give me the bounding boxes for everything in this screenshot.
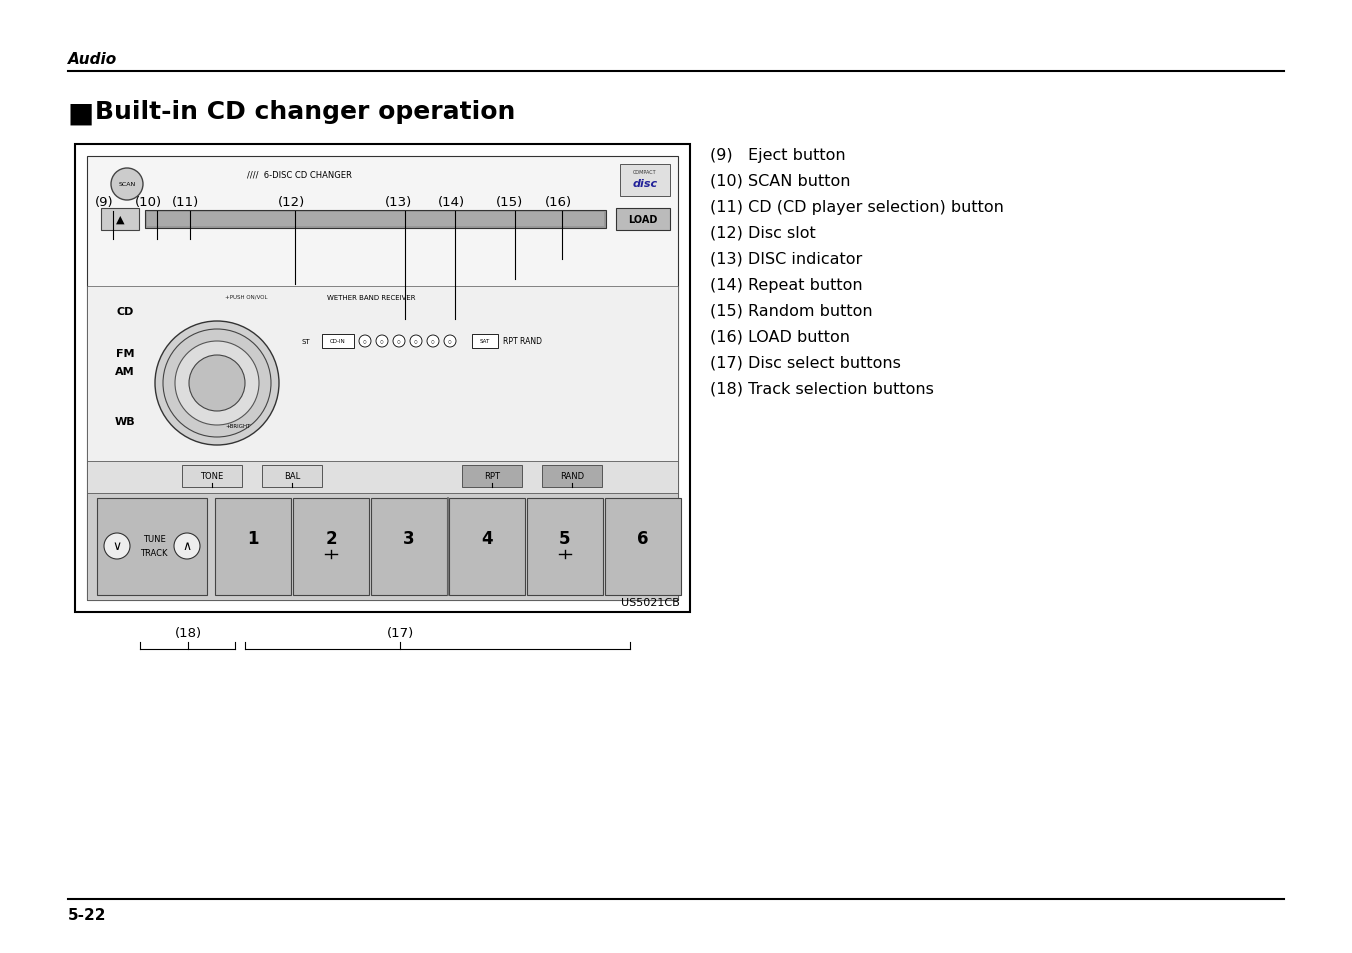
- Text: ■: ■: [68, 100, 95, 128]
- Text: US5021CB: US5021CB: [622, 598, 680, 607]
- Text: RPT: RPT: [484, 472, 500, 481]
- Text: (11): (11): [172, 195, 199, 209]
- Text: (11) CD (CD player selection) button: (11) CD (CD player selection) button: [710, 200, 1005, 214]
- Bar: [215, 498, 291, 596]
- Text: 1: 1: [247, 530, 258, 547]
- Text: 2: 2: [326, 530, 337, 547]
- Text: ○: ○: [448, 339, 452, 344]
- Text: (14) Repeat button: (14) Repeat button: [710, 277, 863, 293]
- Text: ∨: ∨: [112, 540, 122, 553]
- Text: (10): (10): [135, 195, 162, 209]
- Bar: [145, 211, 606, 229]
- Text: 5: 5: [560, 530, 571, 547]
- Text: BAL: BAL: [284, 472, 300, 481]
- Text: (9)   Eject button: (9) Eject button: [710, 148, 845, 163]
- Text: ○: ○: [431, 339, 435, 344]
- Text: ○: ○: [414, 339, 418, 344]
- Bar: [147, 213, 604, 227]
- Text: 4: 4: [481, 530, 493, 547]
- Text: COMPACT: COMPACT: [633, 170, 657, 174]
- Bar: [97, 498, 207, 596]
- Text: RPT RAND: RPT RAND: [503, 337, 542, 346]
- Circle shape: [155, 322, 279, 446]
- Text: 5-22: 5-22: [68, 907, 107, 923]
- Text: Built-in CD changer operation: Built-in CD changer operation: [95, 100, 515, 124]
- Text: LOAD: LOAD: [629, 214, 657, 225]
- Circle shape: [174, 534, 200, 559]
- Text: (18) Track selection buttons: (18) Track selection buttons: [710, 381, 934, 396]
- Text: TUNE: TUNE: [142, 535, 165, 544]
- Text: AM: AM: [115, 367, 135, 376]
- Circle shape: [376, 335, 388, 348]
- Circle shape: [189, 355, 245, 412]
- Text: ○: ○: [380, 339, 384, 344]
- Text: (16) LOAD button: (16) LOAD button: [710, 330, 850, 345]
- Circle shape: [104, 534, 130, 559]
- Text: (9): (9): [95, 195, 114, 209]
- Text: +BRIGHT: +BRIGHT: [224, 423, 250, 429]
- Text: (15): (15): [496, 195, 523, 209]
- Text: ////  6-DISC CD CHANGER: //// 6-DISC CD CHANGER: [247, 171, 352, 179]
- Text: (17): (17): [387, 626, 414, 639]
- Text: CD-IN: CD-IN: [330, 339, 346, 344]
- Bar: [262, 465, 322, 488]
- Bar: [542, 465, 602, 488]
- Text: (12) Disc slot: (12) Disc slot: [710, 226, 815, 241]
- Text: ST: ST: [301, 338, 311, 345]
- Bar: [617, 209, 671, 231]
- Text: ▲: ▲: [116, 214, 124, 225]
- Text: (16): (16): [545, 195, 572, 209]
- Text: WETHER BAND RECEIVER: WETHER BAND RECEIVER: [327, 294, 415, 301]
- Circle shape: [360, 335, 370, 348]
- Bar: [87, 461, 677, 494]
- Text: disc: disc: [633, 179, 657, 189]
- Text: CD: CD: [116, 307, 134, 316]
- Text: (17) Disc select buttons: (17) Disc select buttons: [710, 355, 900, 371]
- Text: (12): (12): [279, 195, 306, 209]
- Text: FM: FM: [116, 349, 134, 358]
- Circle shape: [111, 169, 143, 201]
- Text: WB: WB: [115, 416, 135, 427]
- Bar: [87, 287, 677, 461]
- Bar: [621, 165, 671, 196]
- Bar: [604, 498, 681, 596]
- Bar: [293, 498, 369, 596]
- Text: (14): (14): [438, 195, 465, 209]
- Circle shape: [427, 335, 439, 348]
- Text: ∧: ∧: [183, 540, 192, 553]
- Text: TRACK: TRACK: [141, 549, 168, 558]
- Circle shape: [410, 335, 422, 348]
- Text: (10) SCAN button: (10) SCAN button: [710, 173, 850, 189]
- Bar: [87, 494, 677, 600]
- Bar: [472, 335, 498, 349]
- Text: 3: 3: [403, 530, 415, 547]
- Bar: [87, 157, 677, 600]
- Text: Audio: Audio: [68, 52, 118, 67]
- Text: ○: ○: [397, 339, 400, 344]
- Bar: [462, 465, 522, 488]
- Text: (15) Random button: (15) Random button: [710, 304, 872, 318]
- Bar: [370, 498, 448, 596]
- Bar: [449, 498, 525, 596]
- Bar: [322, 335, 354, 349]
- Circle shape: [393, 335, 406, 348]
- Circle shape: [174, 341, 260, 426]
- Text: (13): (13): [385, 195, 412, 209]
- Bar: [527, 498, 603, 596]
- Text: RAND: RAND: [560, 472, 584, 481]
- Text: +PUSH ON/VOL: +PUSH ON/VOL: [224, 294, 268, 299]
- Text: (18): (18): [174, 626, 201, 639]
- Text: TONE: TONE: [200, 472, 223, 481]
- Circle shape: [443, 335, 456, 348]
- Bar: [183, 465, 242, 488]
- Text: ○: ○: [364, 339, 366, 344]
- Text: SAT: SAT: [480, 339, 491, 344]
- Text: (13) DISC indicator: (13) DISC indicator: [710, 252, 863, 267]
- Text: 6: 6: [637, 530, 649, 547]
- Bar: [101, 209, 139, 231]
- Bar: [74, 145, 690, 613]
- Text: SCAN: SCAN: [119, 182, 135, 188]
- Circle shape: [164, 330, 270, 437]
